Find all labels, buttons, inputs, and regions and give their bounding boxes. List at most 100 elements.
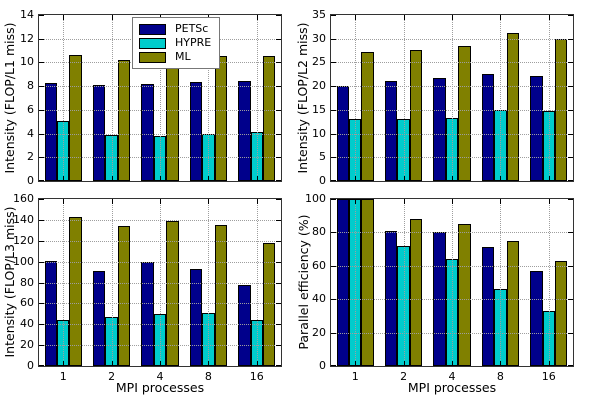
y-tick	[276, 180, 281, 181]
y-tick-label: 0	[27, 174, 34, 187]
bar-petsc-1	[336, 199, 349, 366]
y-tick	[39, 345, 44, 347]
bar-ml-2	[409, 219, 423, 366]
x-tick	[208, 199, 210, 204]
x-tick	[63, 15, 65, 20]
y-tick-label: 40	[312, 292, 326, 306]
y-tick-label: 35	[312, 8, 326, 21]
x-gridline	[548, 15, 550, 181]
y-tick-label: 120	[13, 233, 34, 247]
y-axis-label-l3: Intensity (FLOP/L3 miss)	[2, 206, 17, 358]
subplot-intensity-l3: 0 20 40 60 80 100 120 140 160 1 2 4 8 16	[13, 192, 282, 383]
bar-petsc-2	[93, 271, 106, 366]
x-tick	[403, 199, 405, 204]
bar-ml-8	[214, 225, 227, 366]
x-gridline	[160, 15, 161, 181]
y-tick	[331, 86, 336, 88]
x-gridline	[111, 15, 113, 181]
y-tick	[276, 282, 281, 284]
y-tick	[568, 157, 573, 159]
x-gridline	[500, 15, 502, 181]
x-tick	[63, 361, 65, 366]
y-tick-label: 80	[20, 275, 34, 289]
y-tick-label: 20	[312, 79, 326, 93]
x-tick	[452, 361, 453, 366]
y-tick	[39, 180, 44, 181]
bar-petsc-16	[530, 76, 543, 181]
x-tick	[256, 176, 258, 181]
y-tick-label: 140	[13, 212, 34, 226]
y-tick-label: 5	[319, 150, 326, 164]
y-tick	[568, 299, 573, 301]
bar-ml-8	[506, 241, 519, 366]
bar-petsc-4	[433, 78, 446, 181]
y-tick-label: 0	[319, 359, 326, 372]
x-tick	[63, 199, 65, 204]
y-tick-label: 0	[27, 359, 34, 372]
y-tick	[331, 157, 336, 159]
y-tick-label: 15	[312, 102, 326, 116]
y-tick	[331, 15, 336, 16]
bar-ml-16	[262, 243, 276, 366]
y-tick	[276, 219, 281, 221]
y-tick	[39, 324, 44, 326]
x-tick-label: 2	[108, 370, 116, 383]
x-tick	[500, 199, 502, 204]
y-tick-label: 160	[13, 192, 34, 205]
y-tick-label: 10	[312, 126, 326, 140]
y-tick	[568, 180, 573, 181]
legend-item-hypre: HYPRE	[139, 36, 211, 50]
legend-swatch-icon	[139, 37, 166, 49]
y-tick-label: 20	[312, 325, 326, 339]
y-tick	[276, 324, 281, 326]
bar-petsc-8	[481, 247, 495, 366]
y-tick-label: 40	[20, 317, 34, 331]
bar-hypre-16	[250, 132, 263, 181]
x-gridline	[355, 15, 357, 181]
y-tick	[331, 265, 336, 267]
bar-petsc-2	[385, 81, 398, 181]
y-tick	[276, 15, 281, 16]
y-tick	[331, 232, 336, 234]
y-tick	[568, 38, 573, 40]
y-tick-label: 25	[312, 55, 326, 69]
x-tick	[256, 15, 258, 20]
x-tick-label: 16	[541, 370, 556, 383]
x-tick	[208, 361, 210, 366]
bar-petsc-8	[481, 74, 495, 181]
y-tick	[331, 62, 336, 64]
y-tick	[276, 133, 281, 135]
y-tick	[331, 109, 336, 111]
y-axis-label-efficiency: Parallel efficiency (%)	[296, 214, 311, 350]
y-tick	[39, 282, 44, 284]
y-tick	[568, 232, 573, 234]
y-tick	[331, 199, 336, 200]
subplot-intensity-l1: 0 2 4 6 8 10 12 14 PETSc HYPRE ML	[20, 8, 282, 187]
y-tick	[39, 365, 44, 366]
x-tick	[452, 15, 453, 20]
y-tick	[568, 199, 573, 200]
x-tick-label: 4	[448, 370, 456, 383]
x-tick	[403, 361, 405, 366]
bar-petsc-1	[44, 261, 57, 366]
y-tick	[568, 109, 573, 111]
y-tick-label: 60	[20, 296, 34, 310]
y-tick	[568, 133, 573, 135]
y-tick	[276, 345, 281, 347]
y-tick-label: 0	[319, 174, 326, 187]
x-gridline	[208, 15, 210, 181]
bar-petsc-2	[385, 231, 398, 366]
bar-petsc-16	[238, 81, 251, 181]
x-tick	[500, 176, 502, 181]
y-tick	[331, 332, 336, 334]
bar-petsc-1	[44, 83, 57, 181]
bar-petsc-8	[189, 82, 203, 181]
y-tick	[331, 180, 336, 181]
y-tick	[331, 365, 336, 366]
x-tick	[208, 176, 210, 181]
x-tick	[63, 176, 65, 181]
bar-ml-1	[361, 52, 374, 181]
y-tick-label: 60	[312, 258, 326, 272]
x-tick	[355, 176, 357, 181]
legend-swatch-icon	[139, 23, 166, 35]
